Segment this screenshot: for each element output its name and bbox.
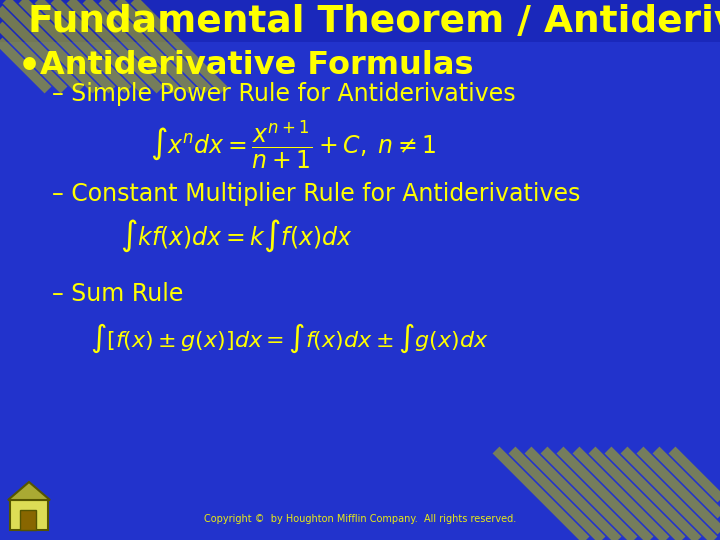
Text: – Simple Power Rule for Antiderivatives: – Simple Power Rule for Antiderivatives <box>52 82 516 106</box>
Text: $\int \left[f(x) \pm g(x)\right]dx = \int f(x)dx \pm \int g(x)dx$: $\int \left[f(x) \pm g(x)\right]dx = \in… <box>90 322 489 355</box>
Text: •: • <box>18 50 41 84</box>
Text: Copyright ©  by Houghton Mifflin Company.  All rights reserved.: Copyright © by Houghton Mifflin Company.… <box>204 514 516 524</box>
FancyBboxPatch shape <box>10 500 48 530</box>
FancyBboxPatch shape <box>0 0 720 42</box>
Text: $\int kf(x)dx = k\int f(x)dx$: $\int kf(x)dx = k\int f(x)dx$ <box>120 218 353 254</box>
FancyBboxPatch shape <box>20 510 36 530</box>
Text: $\int x^n dx = \dfrac{x^{n+1}}{n+1} + C, \; n \neq 1$: $\int x^n dx = \dfrac{x^{n+1}}{n+1} + C,… <box>150 118 436 171</box>
Polygon shape <box>8 482 50 500</box>
Text: – Constant Multiplier Rule for Antiderivatives: – Constant Multiplier Rule for Antideriv… <box>52 182 580 206</box>
Text: – Sum Rule: – Sum Rule <box>52 282 184 306</box>
Text: Antiderivative Formulas: Antiderivative Formulas <box>40 50 474 81</box>
Text: Fundamental Theorem / Antiderivatives: Fundamental Theorem / Antiderivatives <box>28 4 720 40</box>
